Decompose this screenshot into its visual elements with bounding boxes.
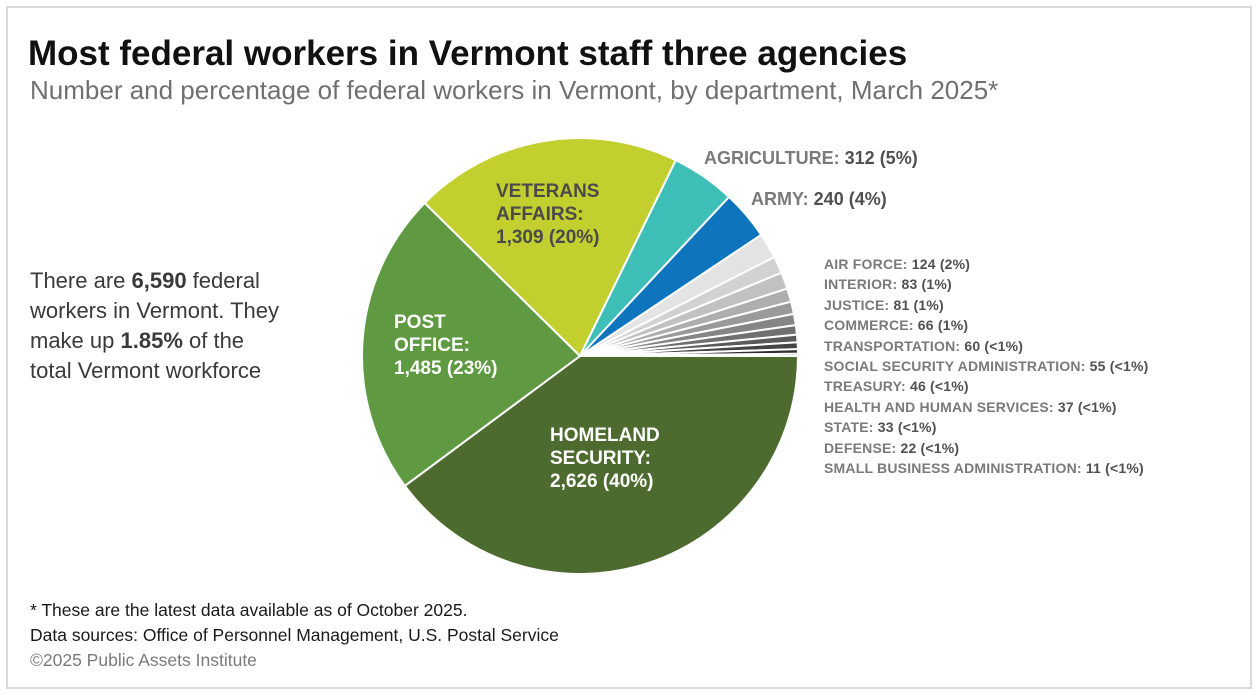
inside-label-2: VETERANS AFFAIRS: 1,309 (20%) [496, 180, 600, 249]
inside-label-line: VETERANS [496, 181, 600, 202]
outside-label-name: INTERIOR: [824, 276, 902, 293]
outside-label-name: TRANSPORTATION: [824, 337, 965, 354]
callout-mid: federal workers in Vermont. They make up [30, 268, 280, 353]
inside-label-0: HOMELAND SECURITY: 2,626 (40%) [550, 424, 660, 493]
pie-slice-small-business-administration [579, 352, 800, 357]
chart-title: Most federal workers in Vermont staff th… [28, 34, 908, 73]
outside-label: STATE: 33 (<1%) [824, 419, 937, 435]
outside-label-name: ARMY: [751, 189, 814, 209]
pie-slice-post-office [361, 201, 582, 488]
inside-label-line: 1,309 (20%) [496, 227, 600, 248]
outside-label-name: HEALTH AND HUMAN SERVICES: [824, 398, 1058, 415]
outside-label-value: 240 (4%) [813, 189, 887, 209]
outside-label-value: 37 (<1%) [1057, 398, 1117, 415]
total-callout: There are 6,590 federal workers in Vermo… [30, 266, 280, 386]
inside-label-line: AFFAIRS: [496, 204, 584, 225]
data-sources: Data sources: Office of Personnel Manage… [30, 625, 559, 645]
outside-label: COMMERCE: 66 (1%) [824, 317, 968, 333]
outside-label: TREASURY: 46 (<1%) [824, 378, 969, 394]
outside-label: TRANSPORTATION: 60 (<1%) [824, 338, 1023, 354]
inside-label-line: HOMELAND [550, 425, 660, 446]
footer: * These are the latest data available as… [30, 598, 559, 673]
outside-label-value: 11 (<1%) [1085, 460, 1144, 476]
inside-label-line: SECURITY: [550, 448, 651, 469]
outside-label-name: COMMERCE: [824, 317, 918, 334]
outside-label-value: 60 (<1%) [964, 337, 1024, 354]
outside-label-value: 46 (<1%) [910, 378, 969, 395]
chart-subtitle: Number and percentage of federal workers… [30, 75, 999, 105]
outside-label-name: JUSTICE: [824, 296, 894, 313]
outside-label: SMALL BUSINESS ADMINISTRATION: 11 (<1%) [824, 460, 1144, 476]
outside-label-name: AIR FORCE: [824, 256, 912, 272]
outside-label-name: SOCIAL SECURITY ADMINISTRATION: [824, 358, 1090, 374]
outside-label-name: TREASURY: [824, 378, 910, 395]
outside-label: AGRICULTURE: 312 (5%) [704, 148, 918, 169]
inside-label-1: POST OFFICE: 1,485 (23%) [394, 311, 498, 380]
outside-label: SOCIAL SECURITY ADMINISTRATION: 55 (<1%) [824, 358, 1148, 374]
outside-label-value: 66 (1%) [917, 317, 969, 334]
outside-label-value: 33 (<1%) [877, 419, 937, 436]
pie-slice-homeland-security [403, 355, 800, 575]
outside-label: AIR FORCE: 124 (2%) [824, 256, 970, 272]
outside-label: ARMY: 240 (4%) [751, 189, 887, 210]
chart-frame [6, 6, 1252, 689]
outside-label: DEFENSE: 22 (<1%) [824, 440, 959, 456]
copyright: ©2025 Public Assets Institute [30, 650, 257, 670]
outside-label-name: AGRICULTURE: [704, 148, 845, 168]
outside-label-name: SMALL BUSINESS ADMINISTRATION: [824, 460, 1086, 476]
outside-label: JUSTICE: 81 (1%) [824, 297, 944, 313]
outside-label-name: DEFENSE: [824, 439, 901, 456]
inside-label-line: 1,485 (23%) [394, 358, 498, 379]
outside-label-value: 22 (<1%) [900, 439, 960, 456]
outside-label: INTERIOR: 83 (1%) [824, 276, 952, 292]
inside-label-line: 2,626 (40%) [550, 471, 654, 492]
outside-label-value: 81 (1%) [893, 296, 944, 313]
outside-label-value: 83 (1%) [901, 276, 952, 293]
callout-post: of the total Vermont workforce [30, 328, 262, 383]
callout-share: 1.85% [120, 328, 183, 353]
inside-label-line: POST [394, 312, 446, 333]
pie-slice-veterans-affairs [423, 137, 678, 358]
footnote: * These are the latest data available as… [30, 600, 468, 620]
outside-label: HEALTH AND HUMAN SERVICES: 37 (<1%) [824, 399, 1117, 415]
callout-pre: There are [30, 268, 132, 293]
outside-label-value: 124 (2%) [911, 256, 971, 272]
outside-label-name: STATE: [824, 419, 878, 436]
outside-label-value: 55 (<1%) [1089, 358, 1149, 374]
callout-total: 6,590 [131, 268, 187, 293]
inside-label-line: OFFICE: [394, 335, 470, 356]
outside-label-value: 312 (5%) [844, 148, 918, 168]
